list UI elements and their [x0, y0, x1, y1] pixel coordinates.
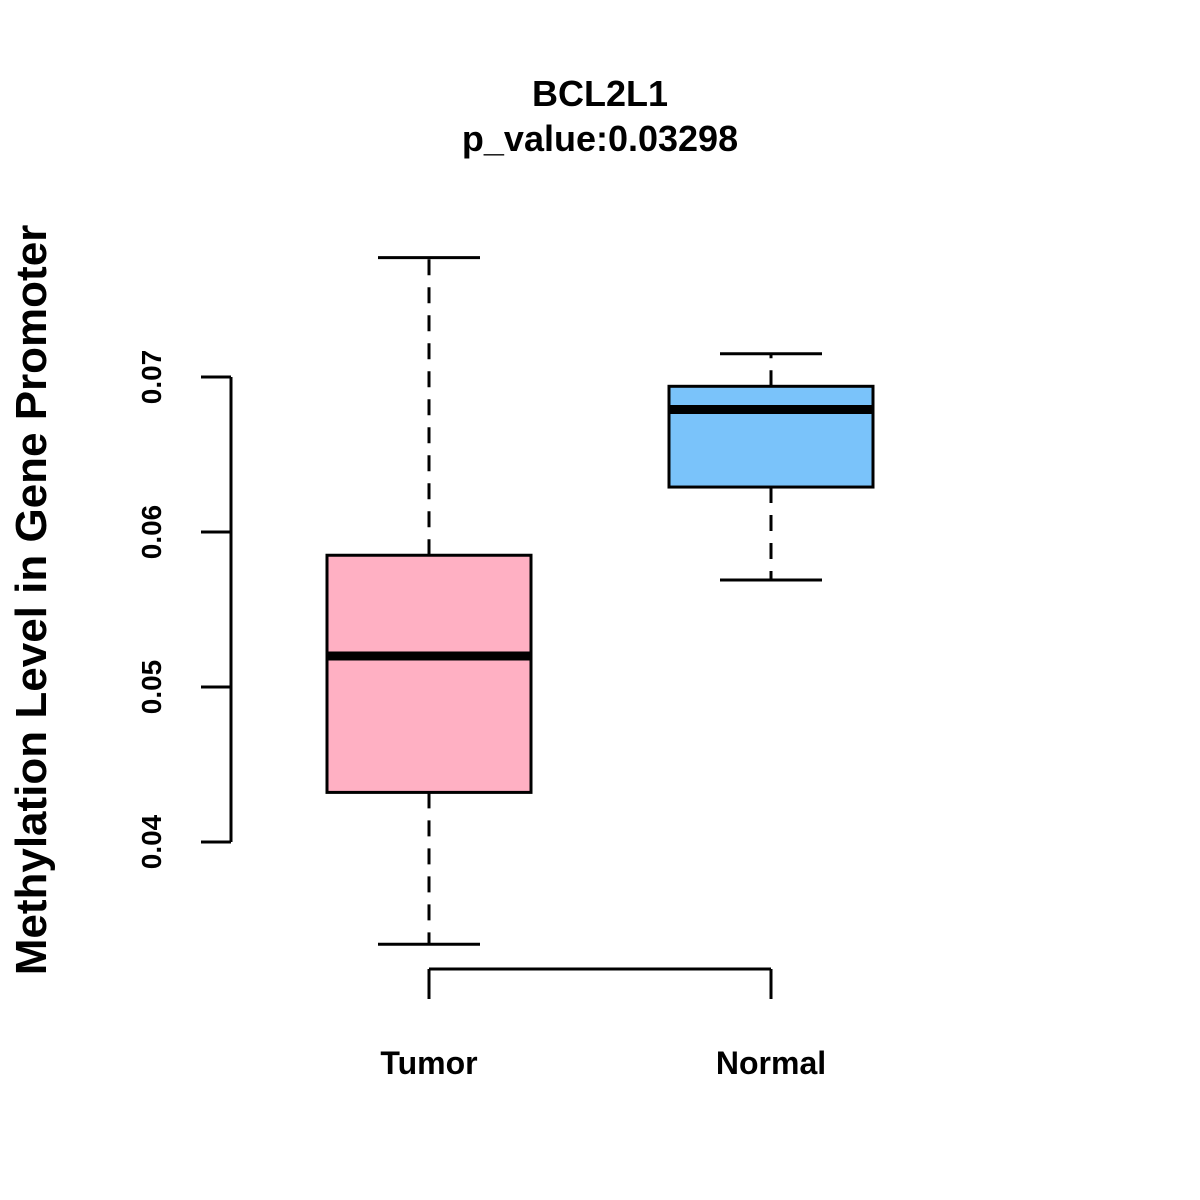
- x-axis: Tumor Normal: [380, 967, 826, 1081]
- x-tick-label: Normal: [716, 1045, 826, 1081]
- box-iqr: [667, 384, 875, 489]
- chart-subtitle: p_value:0.03298: [462, 118, 738, 159]
- y-tick-label: 0.06: [136, 505, 167, 560]
- y-tick-label: 0.04: [136, 814, 167, 869]
- box-series: [325, 256, 875, 946]
- chart-title: BCL2L1: [532, 73, 668, 114]
- y-tick-label: 0.07: [136, 350, 167, 405]
- box-normal: [667, 352, 875, 582]
- box-iqr: [325, 553, 533, 794]
- y-axis: 0.04 0.05 0.06 0.07: [136, 350, 233, 869]
- x-tick-label: Tumor: [380, 1045, 477, 1081]
- box-tumor: [325, 256, 533, 946]
- y-tick-label: 0.05: [136, 660, 167, 715]
- y-axis-label: Methylation Level in Gene Promoter: [7, 225, 56, 976]
